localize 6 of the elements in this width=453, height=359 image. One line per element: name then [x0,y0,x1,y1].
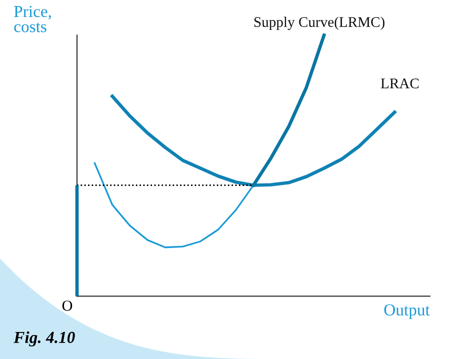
text: O [62,300,72,311]
caption: Fig. 4.10 [14,331,75,346]
series-label: Supply Curve(LRMC) [254,16,384,30]
y-axis-title: Price, costs [14,6,51,32]
x-axis-title: Output [384,304,430,319]
series-label: LRAC [380,78,419,88]
